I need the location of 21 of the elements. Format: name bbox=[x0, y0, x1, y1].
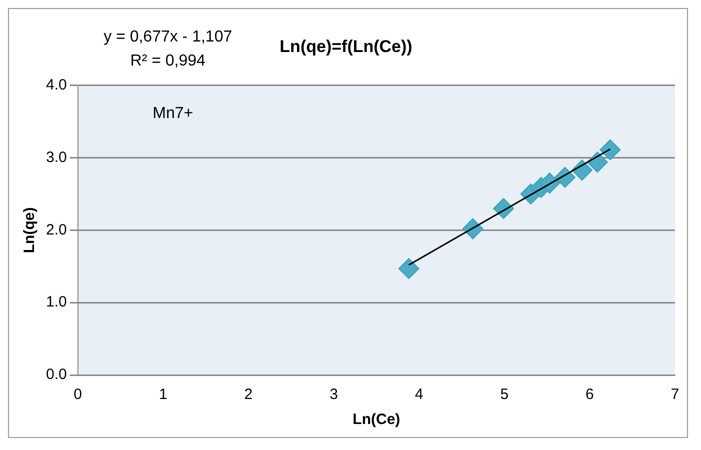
y-tick-label: 2.0 bbox=[46, 221, 67, 238]
x-tick-label: 0 bbox=[74, 386, 82, 404]
x-tick-label: 2 bbox=[244, 386, 253, 404]
x-tick-label: 5 bbox=[500, 386, 509, 404]
point bbox=[600, 139, 621, 160]
text: R² = 0,994 bbox=[130, 52, 206, 70]
text: y = 0,677x - 1,107 bbox=[104, 28, 232, 46]
y-tick-label: 0.0 bbox=[46, 366, 67, 384]
chart-title: Ln(qe)=f(Ln(Ce)) bbox=[280, 36, 412, 56]
annotation: Mn7+ bbox=[152, 104, 194, 122]
x-tick-label: 3 bbox=[330, 386, 338, 404]
y-tick-label: 3.0 bbox=[46, 148, 67, 166]
x-tick-label: 6 bbox=[586, 386, 594, 404]
x-tick-label: 4 bbox=[414, 386, 424, 404]
y-tick-label: 4.0 bbox=[46, 76, 67, 94]
x-tick-label: 7 bbox=[670, 386, 680, 404]
x-axis-title: Ln(Ce) bbox=[352, 411, 400, 428]
y-axis-title: Ln(qe) bbox=[21, 207, 38, 254]
y-tick-label: 1.0 bbox=[46, 294, 67, 311]
point bbox=[398, 258, 420, 280]
x-tick-label: 1 bbox=[158, 386, 168, 404]
